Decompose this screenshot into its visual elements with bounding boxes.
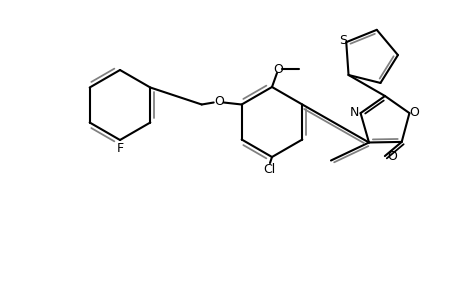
Text: Cl: Cl [262, 163, 274, 176]
Text: O: O [409, 106, 419, 118]
Text: O: O [213, 95, 223, 108]
Text: O: O [273, 62, 282, 76]
Text: O: O [386, 150, 396, 163]
Text: F: F [116, 142, 123, 154]
Text: S: S [339, 34, 347, 47]
Text: N: N [349, 106, 358, 118]
